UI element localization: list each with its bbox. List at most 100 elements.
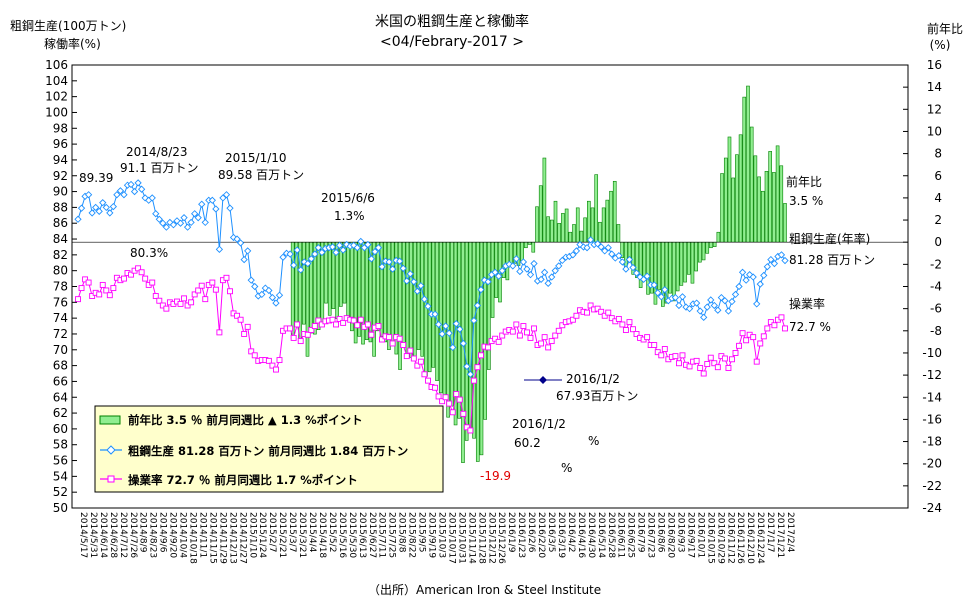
point-utilization (128, 271, 134, 278)
point-utilization (569, 316, 576, 323)
point-production (548, 273, 556, 281)
point-utilization (782, 325, 788, 332)
point-production (396, 257, 404, 265)
point-production (643, 272, 651, 280)
bar-yoy (301, 241, 306, 325)
y-tick-label-right: 14 (927, 80, 942, 94)
point-utilization (234, 312, 241, 319)
point-utilization (414, 362, 421, 369)
bar-yoy (727, 136, 732, 243)
x-tick-label: 2015/1/10 (247, 512, 257, 558)
point-production (714, 306, 722, 314)
legend-swatch-yoy (99, 415, 121, 425)
x-tick-label: 2016/8/6 (656, 512, 666, 553)
legend-item-utilization: 操業率 72.7 ％ 前月同週比 1.7 %ポイント (128, 473, 358, 487)
point-production (618, 258, 627, 266)
point-production (297, 266, 305, 274)
point-utilization (75, 296, 81, 303)
point-utilization (195, 287, 202, 294)
point-utilization (184, 302, 191, 309)
x-tick-label: 2015/4/18 (317, 512, 327, 558)
bar-yoy (601, 207, 606, 243)
point-production (509, 262, 517, 270)
point-production (434, 320, 443, 329)
y-tick-label-left: 76 (53, 295, 68, 309)
point-production (244, 247, 252, 255)
point-production (420, 295, 429, 303)
y-tick-label-left: 72 (53, 327, 68, 341)
point-utilization (456, 396, 463, 403)
y-tick-label-left: 98 (53, 121, 68, 135)
bar-yoy (405, 241, 410, 355)
annotation-percent-2: % (561, 461, 572, 475)
point-utilization (181, 295, 188, 302)
point-utilization (523, 329, 530, 336)
x-tick-label: 2015/3/21 (297, 512, 307, 558)
bar-yoy (527, 241, 532, 245)
point-production (335, 241, 344, 250)
bar-yoy (609, 190, 613, 243)
point-utilization (467, 427, 474, 434)
point-utilization (350, 317, 357, 324)
point-utilization (396, 335, 403, 342)
point-production (155, 215, 163, 223)
x-tick-label: 2016/1/9 (506, 512, 516, 553)
point-production (176, 219, 185, 227)
point-utilization (605, 309, 612, 316)
point-production (682, 303, 690, 311)
y-tick-label-left: 90 (53, 185, 68, 199)
x-tick-label: 2015/12/12 (486, 512, 496, 564)
bar-yoy (568, 231, 573, 243)
point-production (307, 255, 315, 263)
x-tick-label: 2016/5/14 (596, 512, 606, 558)
x-tick-label: 2016/7/9 (636, 512, 646, 553)
point-utilization (725, 365, 732, 371)
y-tick-label-left: 74 (53, 311, 68, 325)
annotation-89-39: 89.39 (79, 171, 113, 185)
x-tick-label: 2016/5/28 (606, 512, 616, 558)
x-tick-label: 2016/3/5 (546, 512, 556, 552)
bar-yoy (716, 231, 721, 243)
point-production (314, 244, 323, 252)
legend-marker-production (106, 445, 116, 455)
x-tick-label: 2016/8/20 (666, 512, 676, 558)
point-production (742, 276, 750, 284)
x-tick-label: 2015/8/8 (397, 512, 407, 553)
point-production (247, 276, 255, 284)
point-production (615, 252, 623, 260)
point-production (293, 246, 301, 254)
point-utilization (545, 344, 552, 351)
y-tick-label-left: 82 (53, 248, 68, 262)
bar-yoy (657, 241, 661, 291)
bar-yoy (587, 200, 591, 243)
x-tick-label: 2014/11/29 (217, 512, 227, 564)
point-production (650, 281, 658, 289)
point-production (268, 293, 277, 302)
point-utilization (520, 323, 527, 330)
point-production (678, 293, 687, 301)
point-utilization (601, 312, 608, 319)
bar-yoy (690, 241, 695, 284)
x-tick-label: 2016/2/20 (536, 512, 546, 558)
point-production (685, 305, 694, 313)
point-utilization (538, 340, 545, 347)
point-production (251, 282, 259, 291)
point-production (601, 247, 609, 255)
point-utilization (729, 356, 735, 363)
point-utilization (555, 327, 562, 334)
bar-yoy (742, 96, 747, 243)
point-utilization (227, 288, 233, 295)
point-utilization (311, 323, 318, 330)
y-tick-label-right: 16 (927, 58, 942, 72)
point-production (703, 303, 711, 311)
x-tick-label: 2015/7/25 (387, 512, 397, 558)
point-utilization (407, 347, 414, 354)
point-utilization (732, 350, 739, 356)
y-tick-label-left: 50 (53, 501, 68, 515)
bar-yoy (668, 241, 673, 294)
legend-item-production: 粗鋼生産 81.28 百万トン 前月同週比 1.84 百万トン (128, 444, 408, 458)
point-production (540, 268, 549, 276)
point-production (304, 259, 312, 268)
point-utilization (273, 366, 279, 373)
point-production (753, 300, 761, 308)
